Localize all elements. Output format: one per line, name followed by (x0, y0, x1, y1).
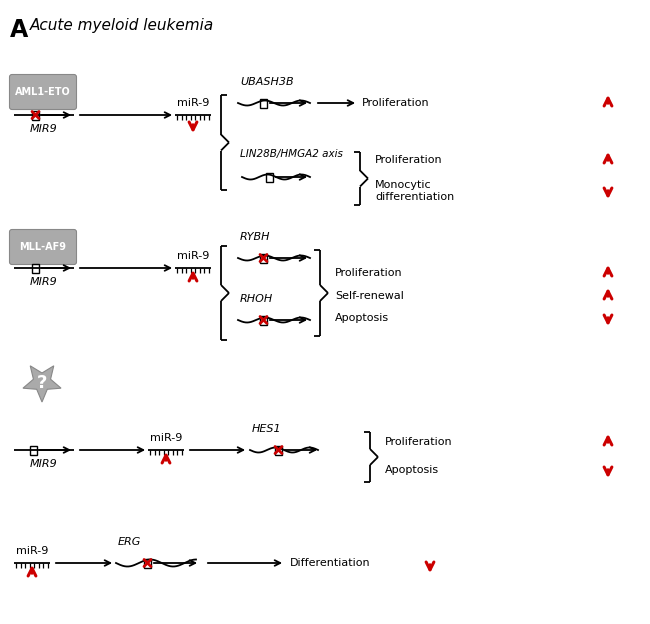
Bar (32, 263, 39, 273)
Text: miR-9: miR-9 (150, 433, 182, 443)
Bar (144, 558, 151, 567)
Text: Proliferation: Proliferation (385, 437, 452, 447)
Text: A: A (10, 18, 28, 42)
Text: Proliferation: Proliferation (375, 155, 443, 165)
Text: Proliferation: Proliferation (362, 98, 430, 108)
Bar (260, 253, 267, 263)
Text: UBASH3B: UBASH3B (240, 77, 294, 87)
Text: HES1: HES1 (252, 424, 281, 434)
Text: ERG: ERG (118, 537, 142, 547)
Text: AML1-ETO: AML1-ETO (15, 87, 71, 97)
Bar (30, 446, 37, 454)
Text: RYBH: RYBH (240, 232, 270, 242)
Polygon shape (23, 366, 61, 402)
Text: LIN28B/HMGA2 axis: LIN28B/HMGA2 axis (240, 149, 343, 159)
Text: MIR9: MIR9 (30, 277, 58, 287)
Text: differentiation: differentiation (375, 192, 454, 202)
Bar (266, 172, 273, 182)
Bar (260, 99, 267, 107)
Text: MLL-AF9: MLL-AF9 (20, 242, 66, 252)
Text: Apoptosis: Apoptosis (385, 465, 439, 475)
Text: Differentiation: Differentiation (290, 558, 370, 568)
Text: miR-9: miR-9 (177, 98, 209, 108)
Text: miR-9: miR-9 (177, 251, 209, 261)
FancyBboxPatch shape (10, 230, 77, 265)
Text: Monocytic: Monocytic (375, 180, 432, 190)
Text: ?: ? (37, 374, 47, 392)
Text: Self-renewal: Self-renewal (335, 291, 404, 301)
Bar (275, 446, 282, 454)
Bar (32, 110, 39, 120)
Text: Apoptosis: Apoptosis (335, 313, 389, 323)
FancyBboxPatch shape (10, 74, 77, 109)
Text: MIR9: MIR9 (30, 124, 58, 134)
Bar (260, 316, 267, 324)
Text: miR-9: miR-9 (16, 546, 48, 556)
Text: MIR9: MIR9 (30, 459, 58, 469)
Text: Proliferation: Proliferation (335, 268, 402, 278)
Text: Acute myeloid leukemia: Acute myeloid leukemia (30, 18, 215, 33)
Text: RHOH: RHOH (240, 294, 273, 304)
